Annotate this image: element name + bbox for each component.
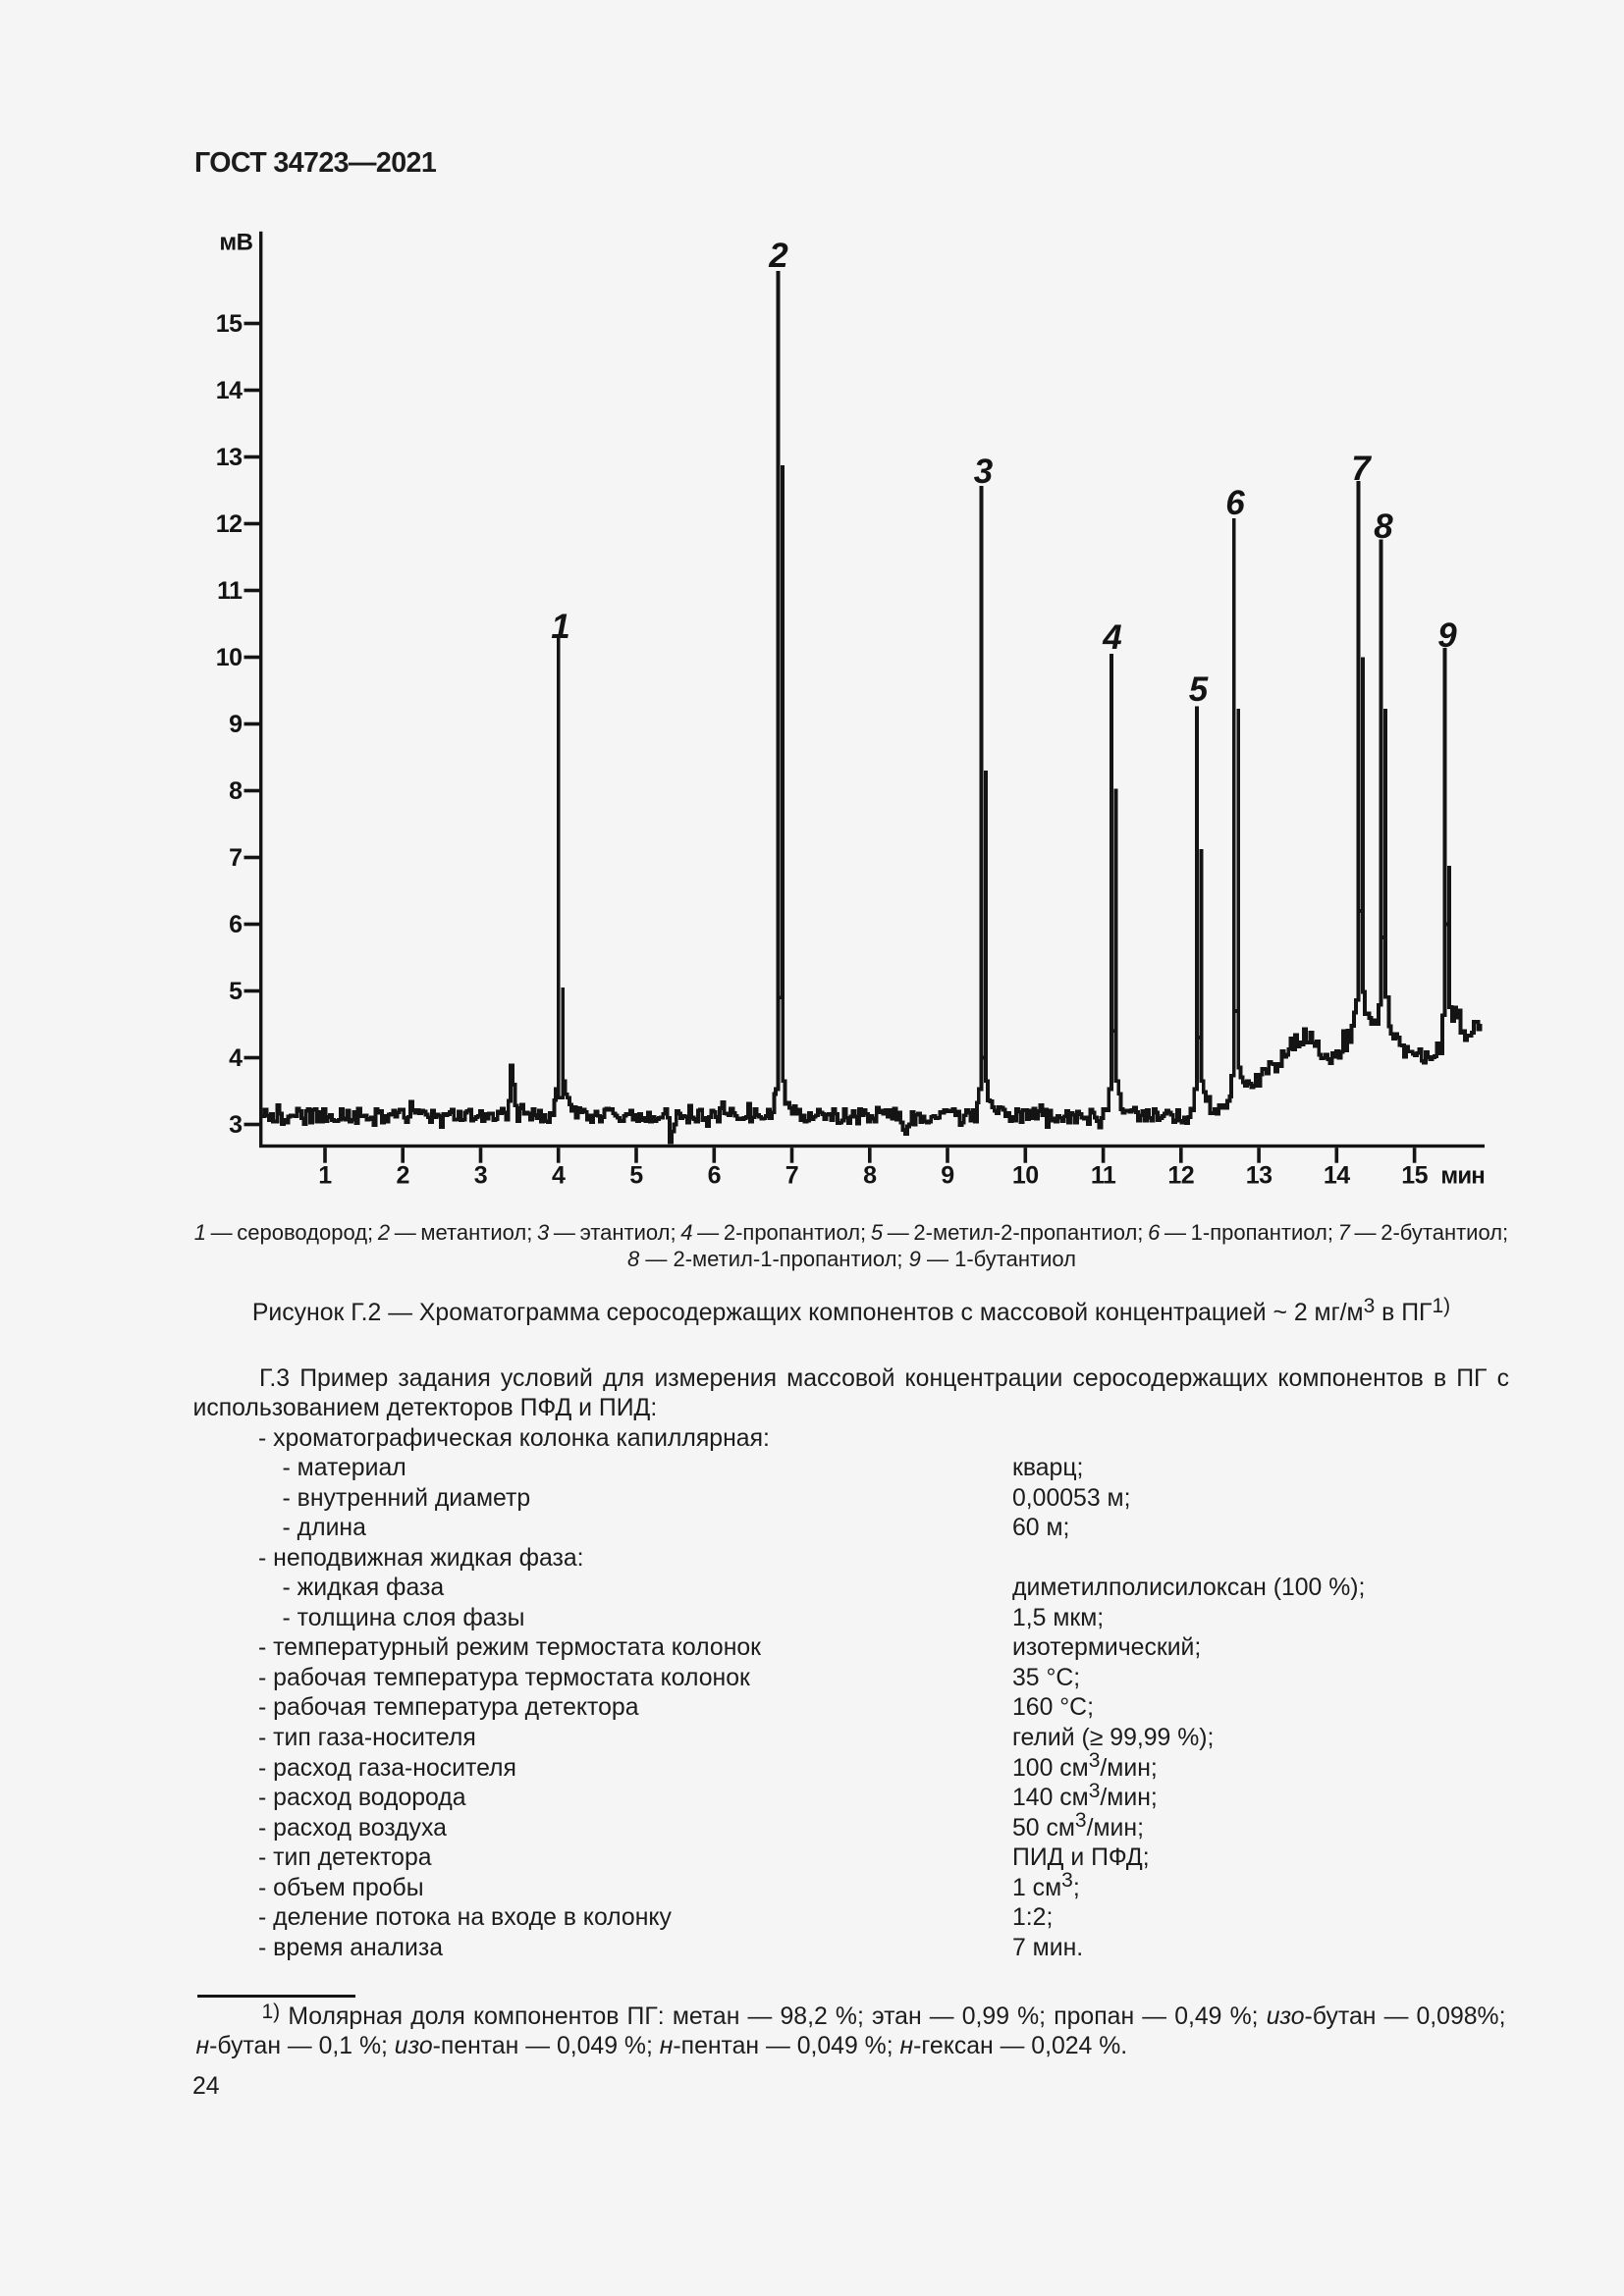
svg-text:3: 3: [229, 1111, 242, 1139]
svg-text:9: 9: [1437, 616, 1457, 655]
svg-text:9: 9: [229, 711, 242, 738]
svg-text:12: 12: [216, 510, 243, 538]
svg-text:14: 14: [1324, 1162, 1350, 1190]
svg-text:10: 10: [1012, 1162, 1039, 1190]
svg-text:1: 1: [551, 608, 569, 646]
svg-text:15: 15: [1401, 1162, 1428, 1190]
svg-text:14: 14: [216, 377, 243, 404]
svg-text:4: 4: [552, 1162, 566, 1190]
svg-text:10: 10: [216, 644, 243, 671]
svg-text:5: 5: [229, 978, 243, 1005]
svg-text:2: 2: [396, 1162, 408, 1190]
svg-text:мин: мин: [1440, 1163, 1485, 1190]
svg-text:4: 4: [229, 1044, 243, 1072]
svg-text:12: 12: [1167, 1162, 1194, 1190]
svg-text:7: 7: [229, 844, 242, 872]
svg-text:7: 7: [785, 1162, 798, 1190]
svg-text:4: 4: [1102, 618, 1121, 657]
svg-text:1: 1: [318, 1162, 332, 1190]
svg-text:5: 5: [629, 1162, 643, 1190]
svg-text:13: 13: [216, 444, 243, 471]
svg-text:6: 6: [708, 1162, 721, 1190]
svg-text:6: 6: [1225, 484, 1245, 522]
svg-text:11: 11: [1091, 1162, 1116, 1190]
svg-text:8: 8: [229, 777, 243, 805]
svg-text:5: 5: [1189, 670, 1209, 709]
svg-text:8: 8: [863, 1162, 877, 1190]
svg-text:11: 11: [217, 577, 243, 605]
svg-text:8: 8: [1374, 507, 1393, 546]
svg-text:2: 2: [768, 237, 788, 275]
svg-text:3: 3: [474, 1162, 487, 1190]
svg-text:3: 3: [974, 453, 994, 491]
svg-text:9: 9: [941, 1162, 953, 1190]
svg-text:7: 7: [1351, 450, 1372, 488]
svg-text:13: 13: [1246, 1162, 1272, 1190]
svg-text:6: 6: [229, 911, 242, 938]
svg-text:мВ: мВ: [219, 230, 252, 256]
svg-text:15: 15: [216, 310, 243, 338]
